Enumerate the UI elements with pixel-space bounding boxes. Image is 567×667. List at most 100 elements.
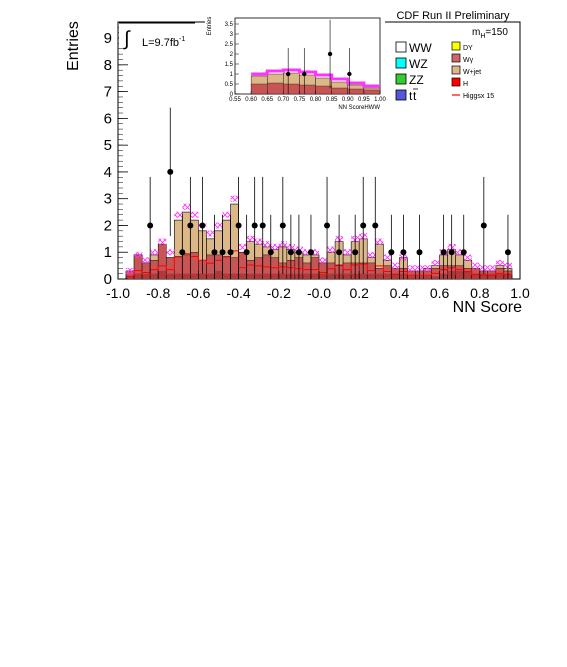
legend-label: DY	[463, 45, 473, 52]
other-bkg-bar	[407, 276, 416, 279]
inset-higgs	[251, 68, 380, 88]
higgs-hatch-bin	[455, 249, 464, 256]
inset-wgamma-bar	[347, 88, 365, 95]
data-point	[259, 222, 266, 229]
other-bkg-bar	[302, 273, 311, 279]
data-point	[440, 249, 447, 256]
inset-data-point	[347, 71, 352, 77]
inset-x-tick-label: 0.75	[294, 97, 306, 103]
main-plot: 0 1 2 3 4 5 6 7 8 9 -1.0 -0.8 -0.6 -0.4 -0.2 -0.0 0.2 0.…	[65, 21, 530, 316]
other-bkg-bar	[150, 273, 159, 279]
x-tick-label: 0.6	[430, 285, 450, 301]
higgs-hatch-bin	[302, 249, 311, 256]
other-bkg-bar	[367, 273, 376, 279]
x-tick-label: -0.6	[186, 285, 210, 301]
higgs-hatch-bin	[254, 238, 263, 245]
other-bkg-bar	[254, 273, 263, 279]
higgs-hatch-bin	[166, 249, 175, 256]
x-tick-label: 0.4	[390, 285, 410, 301]
inset-wgamma-bar	[299, 84, 316, 95]
other-bkg-bar	[206, 273, 215, 279]
legend-label: ZZ	[409, 73, 424, 87]
other-bkg-bar	[423, 276, 432, 279]
data-point	[179, 249, 186, 256]
other-bkg-bar	[455, 270, 464, 279]
other-bkg-bar	[327, 273, 336, 279]
higgs-hatch-bin	[343, 249, 352, 256]
integral-symbol: ∫	[123, 28, 131, 50]
legend-label: W+jet	[463, 69, 481, 76]
inset-y-ticks: 0 0.5 1 1.5 2 2.5 3 3.5	[225, 22, 239, 98]
other-bkg-bar	[230, 273, 239, 279]
higgs-hatch-bin	[327, 246, 336, 253]
higgs-hatch-bin	[246, 235, 255, 242]
data-point	[187, 222, 194, 229]
data-point	[336, 249, 343, 256]
y-tick-label: 1	[104, 244, 112, 261]
y-ticks: 0 1 2 3 4 5 6 7 8 9	[104, 27, 128, 288]
data-point	[324, 222, 331, 229]
higgs-hatch-bin	[431, 259, 440, 266]
higgs-hatch-bin	[367, 251, 376, 258]
data-point	[480, 222, 487, 229]
higgs-hatch-bin	[214, 222, 223, 229]
inset-data-point	[327, 51, 333, 57]
inset-y-tick-label: 2.5	[225, 42, 234, 48]
legend-swatch	[395, 89, 407, 101]
x-tick-label: 0.2	[349, 285, 369, 301]
inset-wgamma-bar	[331, 87, 348, 95]
other-bkg-bar	[174, 273, 183, 279]
other-bkg-bar	[238, 273, 247, 279]
data-points	[147, 107, 511, 279]
higgs-hatch-bin	[230, 195, 239, 202]
other-bkg-bar	[190, 273, 199, 279]
inset-y-tick-label: 3.5	[225, 22, 234, 28]
y-tick-label: 3	[104, 191, 112, 208]
data-point	[211, 249, 218, 256]
other-bkg-bar	[142, 273, 151, 279]
higgs-hatch-bin	[423, 265, 432, 272]
higgs-hatch-bin	[126, 267, 135, 274]
other-bkg-bar	[383, 273, 392, 279]
data-point	[243, 249, 250, 256]
lumi-annotation: ∫ L=9.7fb-1	[119, 22, 195, 50]
legend-swatch	[451, 53, 461, 63]
data-point	[235, 222, 242, 229]
inset-x-ticks: 0.55 0.60 0.65 0.70 0.75 0.80 0.85 0.90 0.95 1.00	[229, 91, 386, 103]
other-bkg-bar	[222, 273, 231, 279]
data-point	[295, 249, 302, 256]
chart-title: CDF Run II Preliminary	[396, 10, 510, 22]
y-tick-label: 8	[104, 57, 112, 74]
higgs-hatch-bin	[190, 211, 199, 218]
inset-higgs-band	[251, 68, 380, 88]
inset-y-tick-label: 0	[230, 92, 234, 98]
legend-label: t	[409, 89, 413, 103]
y-tick-label: 0	[104, 271, 112, 288]
higgs-hatch-bin	[407, 265, 416, 272]
x-tick-label: -1.0	[106, 285, 130, 301]
other-bkg-bar	[262, 273, 271, 279]
other-bkg-bar	[158, 270, 167, 279]
legend-label-bar: t	[413, 89, 417, 103]
x-tick-label: 1.0	[510, 285, 530, 301]
x-tick-label: -0.4	[227, 285, 251, 301]
data-point	[360, 222, 367, 229]
higgs-hatch-bin	[142, 257, 151, 264]
legend-swatch	[451, 77, 461, 87]
legend-label: WW	[409, 41, 432, 55]
other-bkg-bar	[471, 273, 480, 279]
higgs-hatch-bin	[463, 254, 472, 261]
other-bkg-bar	[359, 273, 368, 279]
y-tick-label: 4	[104, 164, 112, 181]
other-bkg-bar	[431, 276, 440, 279]
data-point	[352, 249, 359, 256]
legend-label: Higgsx 15	[463, 93, 494, 100]
data-point	[251, 222, 258, 229]
legend: WW WZ ZZ t t DY Wγ W+jet H Higgsx 15	[393, 38, 505, 104]
inset-y-label: Entries	[207, 17, 213, 36]
data-point	[460, 249, 467, 256]
higgs-hatch-bin	[487, 265, 496, 272]
inset-data-point	[285, 71, 291, 77]
data-point	[416, 249, 423, 256]
